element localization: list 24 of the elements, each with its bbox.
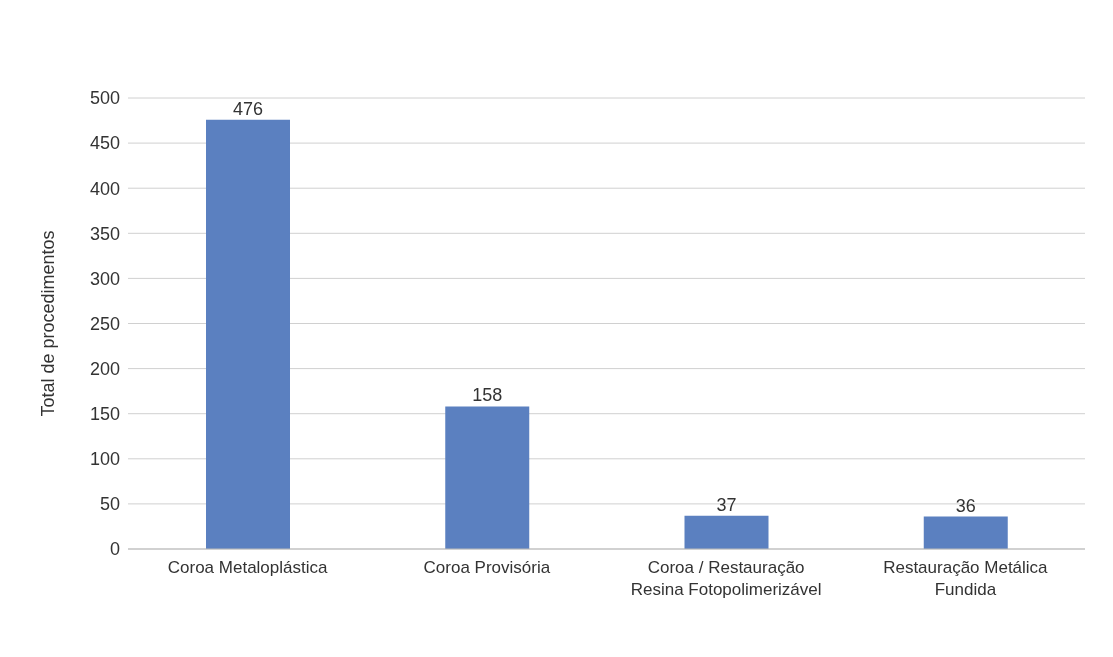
y-tick-label: 150 — [89, 404, 120, 425]
data-label: 158 — [472, 385, 503, 406]
y-tick-label: 300 — [89, 268, 120, 289]
bar — [923, 516, 1008, 549]
y-tick-label: 350 — [89, 223, 120, 244]
bar — [206, 119, 290, 549]
y-tick-label: 450 — [89, 133, 120, 154]
x-tick-label: Coroa Provisória — [423, 558, 551, 577]
y-tick-label: 400 — [89, 178, 120, 199]
y-tick-label: 100 — [89, 449, 120, 470]
bar — [445, 406, 530, 549]
data-label: 36 — [955, 495, 976, 516]
y-tick-label: 500 — [89, 88, 120, 109]
x-tick-label: Coroa Metaloplástica — [167, 558, 329, 577]
x-tick-label: Coroa / Restauração Resina Fotopolimerizável — [630, 558, 822, 599]
y-axis-title: Total de procedimentos — [38, 230, 59, 417]
y-tick-label: 0 — [109, 539, 120, 560]
bar — [684, 515, 769, 549]
y-tick-label: 200 — [89, 358, 120, 379]
data-label: 37 — [716, 494, 737, 515]
y-tick-label: 50 — [99, 494, 120, 515]
y-tick-label: 250 — [89, 313, 120, 334]
data-label: 476 — [232, 98, 264, 119]
x-tick-label: Restauração Metálica Fundida — [883, 558, 1049, 599]
